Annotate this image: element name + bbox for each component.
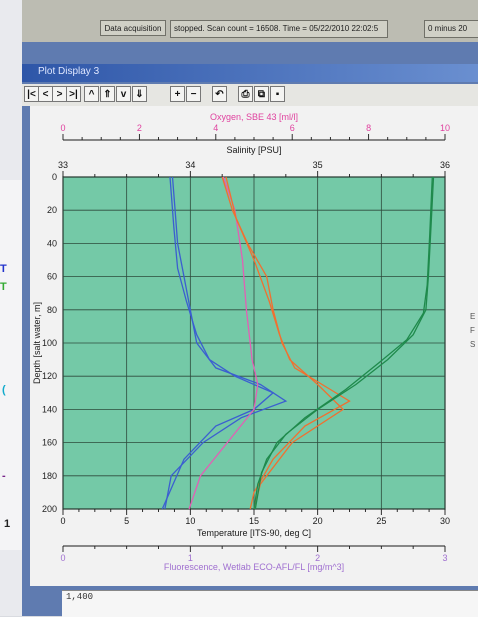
series-line — [225, 176, 345, 510]
x-tick-label: 36 — [440, 160, 450, 170]
page-down-button[interactable]: ⇓ — [132, 86, 147, 102]
offscreen-glyph-purple: - — [2, 470, 6, 482]
x-tick-label: 6 — [290, 123, 295, 133]
y-tick-label: 100 — [42, 338, 57, 348]
x-axis-label: Fluorescence, Wetlab ECO-AFL/FL [mg/m^3] — [164, 562, 344, 572]
y-tick-label: 0 — [52, 172, 57, 182]
x-tick-label: 33 — [58, 160, 68, 170]
offscreen-glyph-green: T — [0, 281, 7, 293]
series-line — [253, 176, 435, 510]
offscreen-glyph-right: F — [470, 326, 475, 335]
data-acquisition-button[interactable]: Data acquisition — [100, 20, 166, 36]
series-line — [161, 176, 275, 510]
x-tick-label: 0 — [60, 553, 65, 563]
series-line — [254, 176, 433, 510]
x-tick-label: 30 — [440, 516, 450, 526]
offscreen-glyph-right: E — [470, 312, 476, 321]
x-tick-label: 10 — [185, 516, 195, 526]
copy-button[interactable]: ⧉ — [254, 86, 269, 102]
x-tick-label: 3 — [442, 553, 447, 563]
x-tick-label: 0 — [60, 516, 65, 526]
x-tick-label: 8 — [366, 123, 371, 133]
last-button[interactable]: >| — [66, 86, 81, 102]
status-extra-field: 0 minus 20 — [424, 20, 478, 38]
x-tick-label: 35 — [313, 160, 323, 170]
x-tick-label: 2 — [315, 553, 320, 563]
next-button[interactable]: > — [52, 86, 67, 102]
x-tick-label: 10 — [440, 123, 450, 133]
scroll-up-button[interactable]: ^ — [84, 86, 99, 102]
window-title: Plot Display 3 — [38, 66, 100, 77]
offscreen-glyph-blue: T — [0, 263, 7, 275]
x-axis-label: Oxygen, SBE 43 [ml/l] — [210, 112, 298, 122]
x-tick-label: 0 — [60, 123, 65, 133]
x-tick-label: 34 — [185, 160, 195, 170]
y-tick-label: 160 — [42, 438, 57, 448]
x-tick-label: 25 — [376, 516, 386, 526]
previous-button[interactable]: < — [38, 86, 53, 102]
page-up-button[interactable]: ⇑ — [100, 86, 115, 102]
first-button[interactable]: |< — [24, 86, 39, 102]
x-tick-label: 5 — [124, 516, 129, 526]
y-tick-label: 140 — [42, 404, 57, 414]
x-tick-label: 15 — [249, 516, 259, 526]
offscreen-glyph-black: 1 — [4, 518, 11, 530]
offscreen-glyph-cyan: ( — [2, 384, 6, 396]
series-line — [188, 176, 259, 510]
y-tick-label: 40 — [47, 238, 57, 248]
save-button[interactable]: ▪ — [270, 86, 285, 102]
lower-plot-panel — [62, 590, 478, 617]
x-tick-label: 2 — [137, 123, 142, 133]
x-tick-label: 1 — [188, 553, 193, 563]
y-tick-label: 180 — [42, 471, 57, 481]
y-tick-label: 60 — [47, 272, 57, 282]
undo-button[interactable]: ↶ — [212, 86, 227, 102]
x-tick-label: 4 — [213, 123, 218, 133]
y-tick-label: 120 — [42, 371, 57, 381]
offscreen-glyph-right: S — [470, 340, 476, 349]
zoom-in-button[interactable]: + — [170, 86, 185, 102]
lower-plot-tick-label: 1,400 — [66, 592, 94, 602]
x-axis-label: Temperature [ITS-90, deg C] — [197, 528, 311, 538]
y-axis-label: Depth [salt water, m] — [32, 302, 42, 384]
y-tick-label: 200 — [42, 504, 57, 514]
x-axis-label: Salinity [PSU] — [226, 145, 281, 155]
x-tick-label: 20 — [313, 516, 323, 526]
print-button[interactable]: ⎙ — [238, 86, 253, 102]
window-title-bar — [22, 64, 478, 82]
series-line — [221, 176, 351, 510]
zoom-out-button[interactable]: − — [186, 86, 201, 102]
y-tick-label: 20 — [47, 205, 57, 215]
y-tick-label: 80 — [47, 305, 57, 315]
series-line — [164, 176, 288, 510]
status-text: stopped. Scan count = 16508. Time = 05/2… — [170, 20, 388, 38]
plot-panel: 0 20 40 60 80 100 120 140 160 180 200 Depth [salt w… — [30, 106, 478, 586]
scroll-down-button[interactable]: v — [116, 86, 131, 102]
